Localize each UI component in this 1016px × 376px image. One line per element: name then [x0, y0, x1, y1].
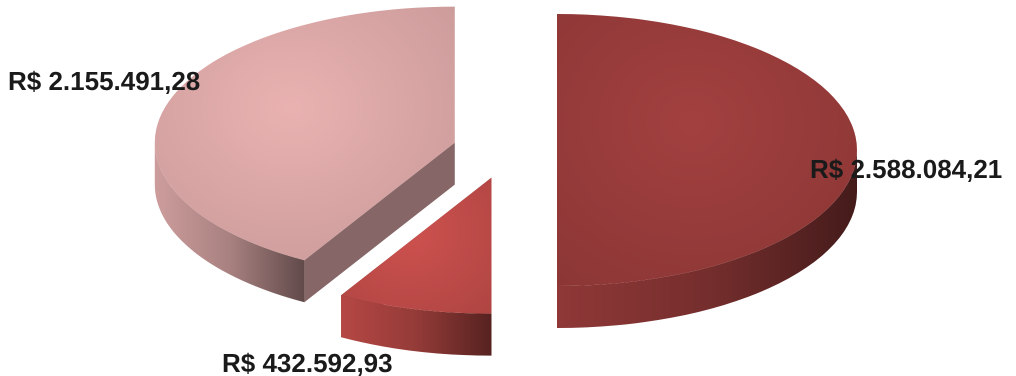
pie-slice-2 [341, 177, 492, 356]
data-label-slice-2: R$ 432.592,93 [222, 348, 393, 376]
pie-slice-1 [557, 14, 857, 328]
pie-slices [154, 6, 857, 356]
data-label-slice-1: R$ 2.588.084,21 [810, 154, 1002, 184]
pie-data-labels: R$ 2.588.084,21 R$ 432.592,93 R$ 2.155.4… [8, 66, 1002, 376]
data-label-slice-3: R$ 2.155.491,28 [8, 66, 200, 96]
pie-slice-3 [154, 6, 455, 303]
